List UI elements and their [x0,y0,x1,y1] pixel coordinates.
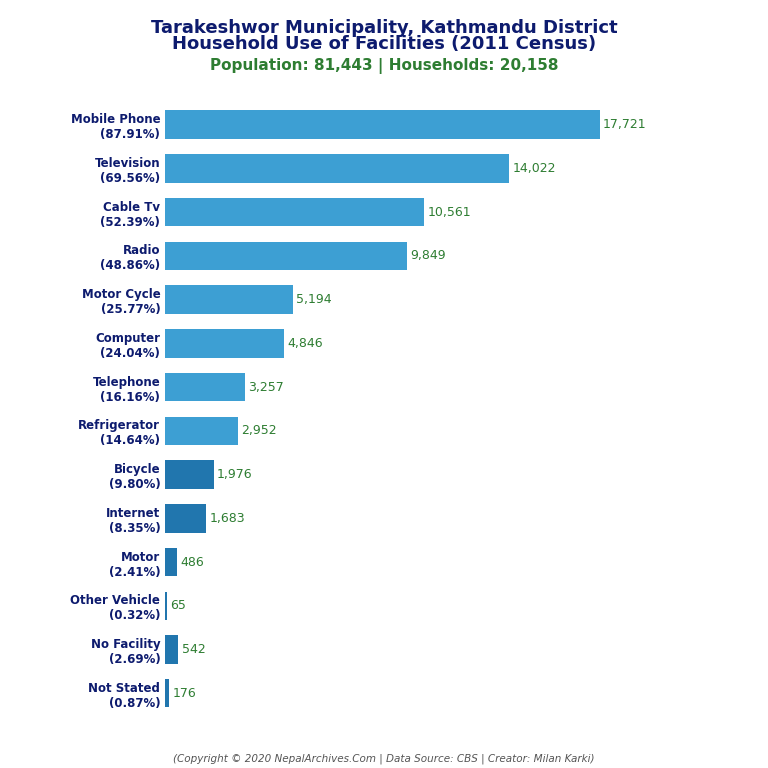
Bar [165,373,245,402]
Text: Household Use of Facilities (2011 Census): Household Use of Facilities (2011 Census… [172,35,596,52]
Text: Tarakeshwor Municipality, Kathmandu District: Tarakeshwor Municipality, Kathmandu Dist… [151,19,617,37]
Bar [165,329,284,358]
Text: 14,022: 14,022 [512,162,556,175]
Bar [165,504,207,532]
Text: 17,721: 17,721 [603,118,647,131]
Text: 10,561: 10,561 [428,206,471,219]
Bar [165,635,178,664]
Bar [165,154,509,183]
Bar [165,416,237,445]
Text: Population: 81,443 | Households: 20,158: Population: 81,443 | Households: 20,158 [210,58,558,74]
Text: 4,846: 4,846 [287,337,323,350]
Text: 1,683: 1,683 [210,511,245,525]
Bar [165,286,293,314]
Text: 542: 542 [181,643,205,656]
Bar [165,679,170,707]
Text: 2,952: 2,952 [240,425,276,437]
Text: 176: 176 [173,687,197,700]
Bar [165,591,167,620]
Bar [165,460,214,488]
Text: 5,194: 5,194 [296,293,331,306]
Text: 1,976: 1,976 [217,468,253,481]
Bar [165,111,600,139]
Bar [165,242,407,270]
Text: 65: 65 [170,599,186,612]
Text: 9,849: 9,849 [410,250,445,263]
Text: 486: 486 [180,555,204,568]
Text: (Copyright © 2020 NepalArchives.Com | Data Source: CBS | Creator: Milan Karki): (Copyright © 2020 NepalArchives.Com | Da… [174,753,594,764]
Bar [165,548,177,576]
Text: 3,257: 3,257 [248,381,284,393]
Bar [165,198,424,227]
